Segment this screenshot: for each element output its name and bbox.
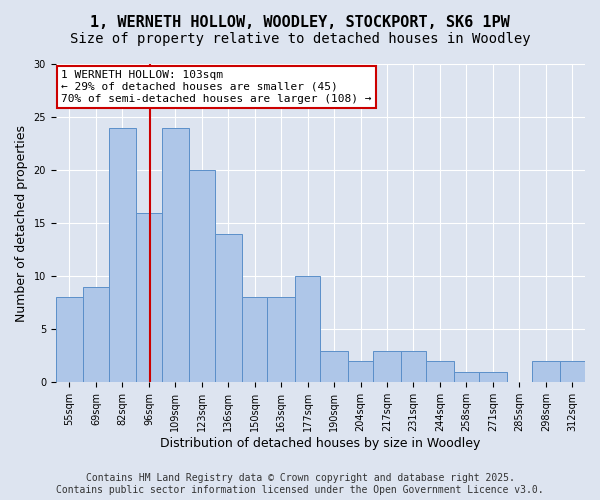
Bar: [532, 361, 560, 382]
Bar: [348, 361, 373, 382]
Bar: [109, 128, 136, 382]
Text: 1, WERNETH HOLLOW, WOODLEY, STOCKPORT, SK6 1PW: 1, WERNETH HOLLOW, WOODLEY, STOCKPORT, S…: [90, 15, 510, 30]
Bar: [454, 372, 479, 382]
Bar: [295, 276, 320, 382]
Bar: [215, 234, 242, 382]
Text: Contains HM Land Registry data © Crown copyright and database right 2025.
Contai: Contains HM Land Registry data © Crown c…: [56, 474, 544, 495]
X-axis label: Distribution of detached houses by size in Woodley: Distribution of detached houses by size …: [160, 437, 481, 450]
Bar: [56, 298, 83, 382]
Bar: [560, 361, 585, 382]
Bar: [320, 350, 348, 382]
Bar: [479, 372, 506, 382]
Bar: [373, 350, 401, 382]
Text: 1 WERNETH HOLLOW: 103sqm
← 29% of detached houses are smaller (45)
70% of semi-d: 1 WERNETH HOLLOW: 103sqm ← 29% of detach…: [61, 70, 371, 104]
Bar: [161, 128, 189, 382]
Bar: [401, 350, 426, 382]
Text: Size of property relative to detached houses in Woodley: Size of property relative to detached ho…: [70, 32, 530, 46]
Bar: [136, 212, 161, 382]
Bar: [242, 298, 268, 382]
Bar: [426, 361, 454, 382]
Bar: [83, 287, 109, 382]
Bar: [268, 298, 295, 382]
Y-axis label: Number of detached properties: Number of detached properties: [15, 124, 28, 322]
Bar: [189, 170, 215, 382]
